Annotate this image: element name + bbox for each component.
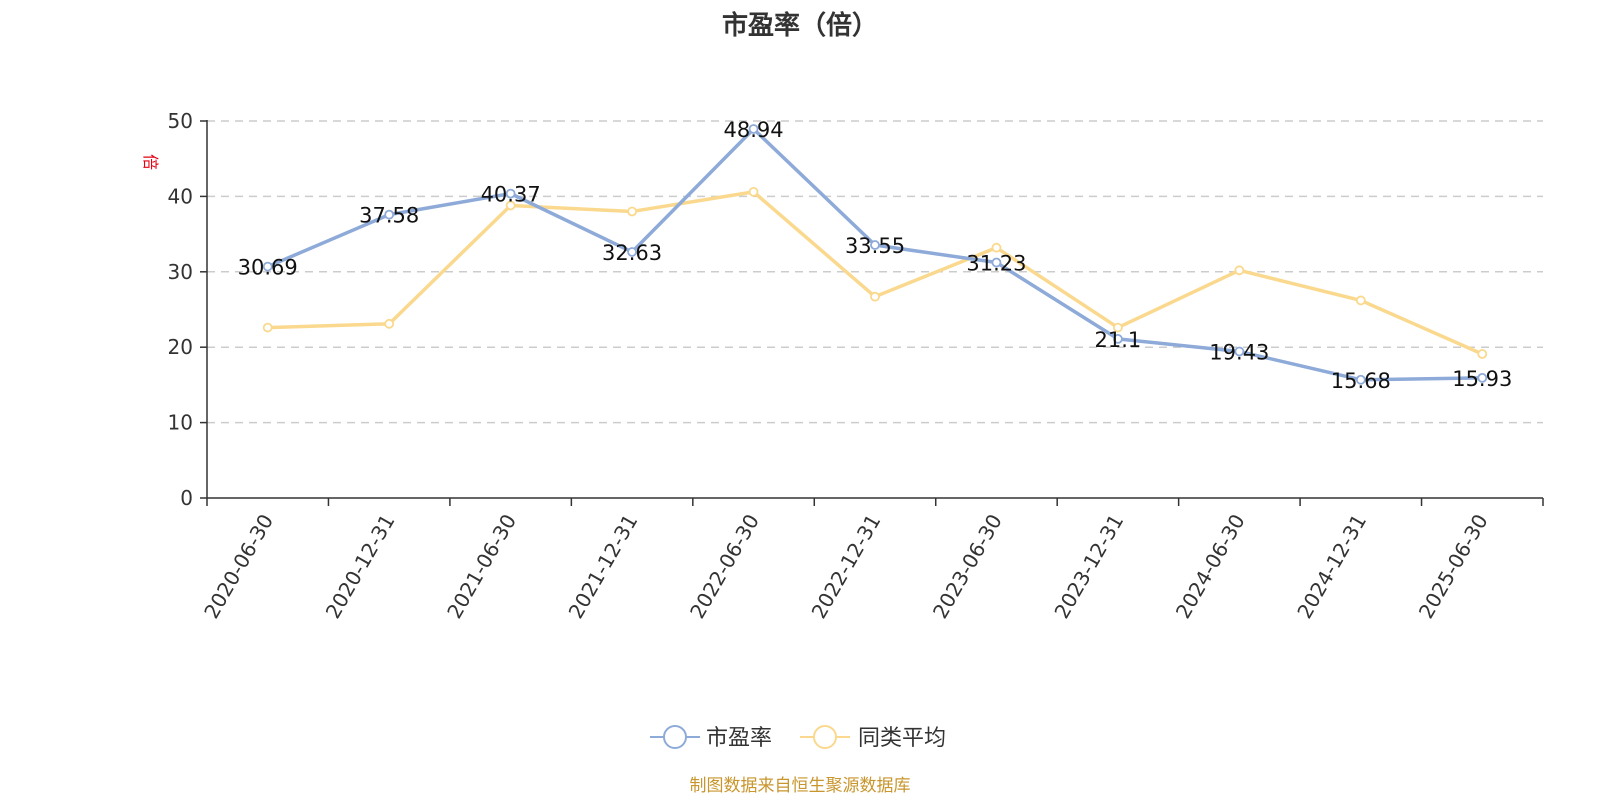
x-tick-label: 2022-06-30 — [685, 510, 764, 623]
data-label: 40.37 — [481, 183, 541, 207]
series-1-point — [1234, 265, 1245, 276]
series-0-point — [748, 124, 759, 134]
x-tick-label: 2023-12-31 — [1049, 510, 1128, 623]
series-0-point — [1355, 374, 1366, 385]
series-1-point — [627, 206, 637, 217]
x-tick-label: 2024-06-30 — [1171, 510, 1250, 623]
y-axis-label: 倍 — [141, 154, 160, 170]
data-label: 30.69 — [238, 256, 298, 280]
legend-item-0[interactable]: 市盈率 — [650, 725, 772, 751]
y-tick-label: 10 — [168, 411, 193, 435]
series-0-point — [1477, 372, 1488, 383]
y-tick-label: 50 — [168, 109, 193, 133]
data-label: 19.43 — [1209, 340, 1269, 364]
series-1-point — [991, 242, 1002, 253]
series-1-point — [748, 186, 759, 197]
x-tick-label: 2022-12-31 — [806, 510, 885, 623]
axes: 0 10 20 30 40 50 2020-06-30 2020-12-31 2021-06-3… — [168, 109, 1544, 623]
legend-marker — [663, 725, 687, 749]
data-label: 32.63 — [602, 241, 662, 265]
legend-marker — [813, 725, 837, 749]
series-0-point — [384, 209, 395, 220]
legend-item-1[interactable]: 同类平均 — [800, 725, 946, 751]
series-0-point — [505, 188, 516, 199]
series-1-point — [262, 322, 273, 333]
grid-lines — [207, 120, 1543, 424]
data-label: 21.1 — [1095, 328, 1142, 352]
legend-label: 市盈率 — [706, 726, 772, 751]
legend[interactable]: 市盈率 同类平均 — [650, 725, 946, 751]
source-note: 制图数据来自恒生聚源数据库 — [690, 776, 911, 796]
x-tick-label: 2025-06-30 — [1414, 510, 1493, 623]
series-0-point — [870, 240, 880, 250]
data-label: 33.55 — [845, 234, 905, 258]
series-1-point — [1355, 295, 1366, 306]
series-0-point — [1234, 346, 1245, 357]
x-tick-label: 2024-12-31 — [1292, 510, 1371, 623]
series-1-point — [505, 200, 516, 211]
data-label: 15.68 — [1331, 369, 1391, 393]
series-1-point — [1113, 322, 1123, 333]
x-tick-label: 2021-12-31 — [564, 510, 643, 623]
series-1-point — [384, 318, 395, 329]
series-0-point — [262, 261, 273, 272]
data-label: 48.94 — [723, 118, 783, 142]
x-tick-label: 2021-06-30 — [442, 510, 521, 623]
series-1-point — [870, 291, 880, 302]
y-tick-label: 0 — [180, 486, 193, 510]
chart-title: 市盈率（倍） — [722, 10, 878, 41]
data-label: 15.93 — [1452, 367, 1512, 391]
y-tick-label: 30 — [168, 260, 193, 284]
data-label: 31.23 — [966, 252, 1026, 276]
series-lines — [262, 124, 1488, 385]
x-tick-label: 2023-06-30 — [928, 510, 1007, 623]
series-1-point — [1477, 349, 1488, 359]
series-0-point — [1113, 334, 1123, 344]
y-tick-label: 20 — [168, 335, 193, 359]
data-label: 37.58 — [359, 204, 419, 228]
series-line-1 — [267, 190, 1483, 356]
series-0-point — [627, 247, 637, 257]
x-tick-label: 2020-12-31 — [321, 510, 400, 623]
x-tick-label: 2020-06-30 — [199, 510, 278, 623]
series-0-point — [991, 257, 1002, 268]
data-labels: 30.69 37.58 40.37 32.63 48.94 33.55 31.23 21.1 1… — [238, 118, 1513, 393]
legend-label: 同类平均 — [858, 726, 946, 751]
y-tick-label: 40 — [168, 184, 193, 208]
